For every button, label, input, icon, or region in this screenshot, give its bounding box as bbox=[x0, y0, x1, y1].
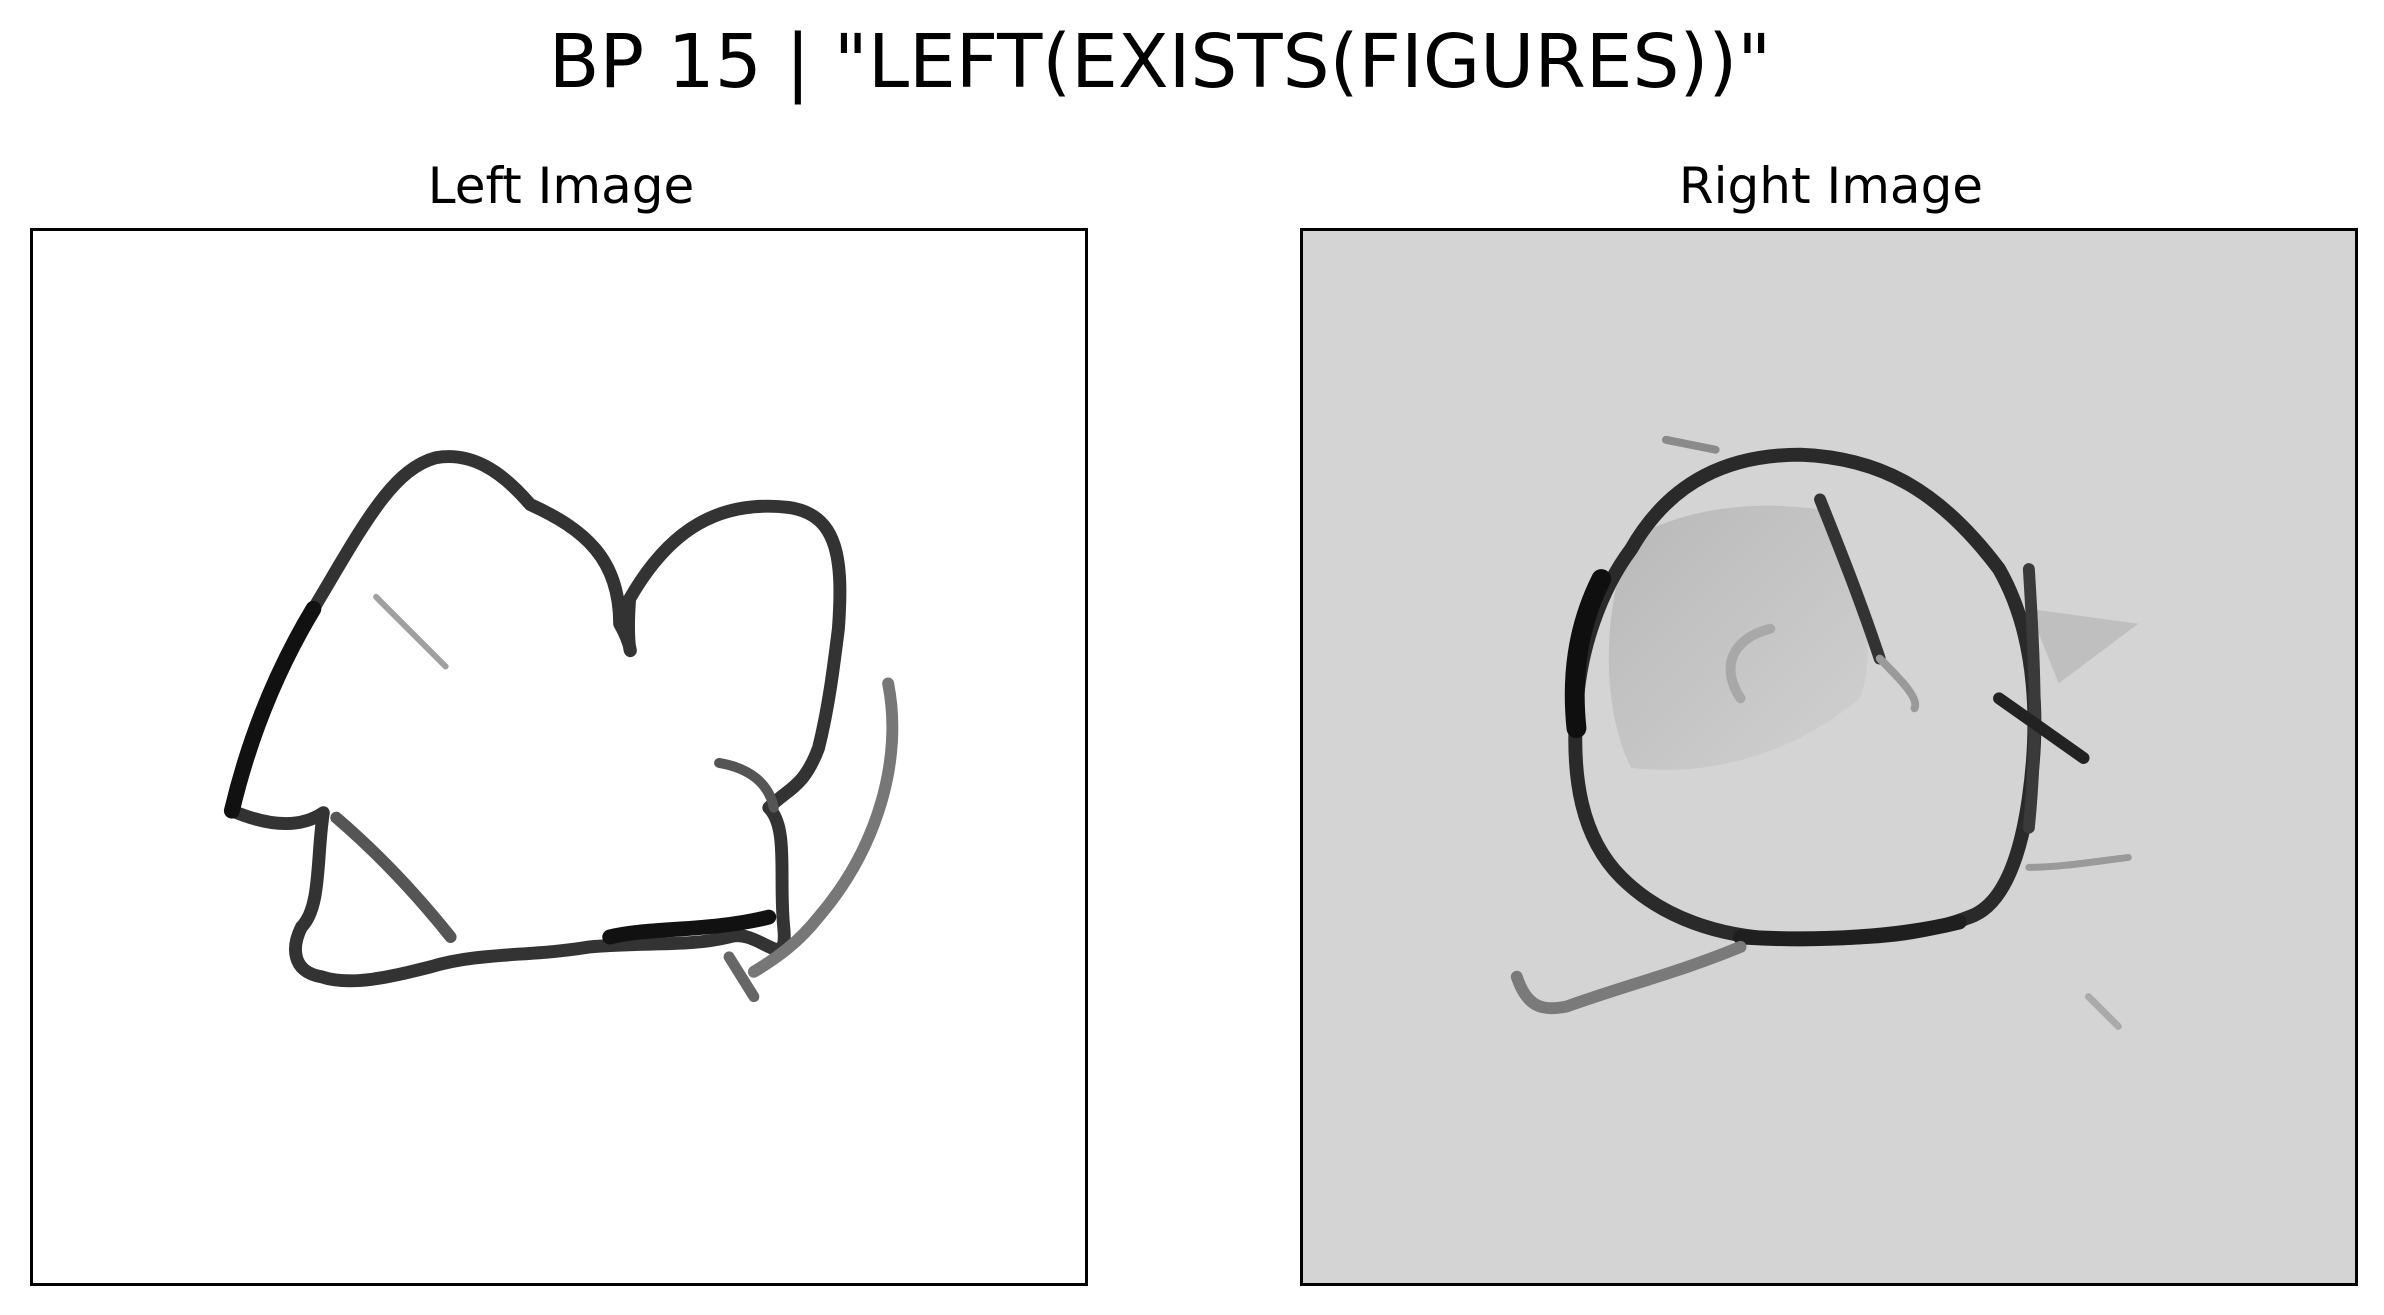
right-tail bbox=[1510, 940, 1747, 1015]
right-shaded-wedge bbox=[2028, 608, 2139, 684]
right-vertical-stroke bbox=[2022, 563, 2041, 834]
right-ring-outline bbox=[1568, 447, 2042, 946]
right-panel-title: Right Image bbox=[1678, 157, 1984, 215]
left-inner-diagonal bbox=[330, 811, 457, 943]
left-interior-stroke bbox=[373, 593, 449, 670]
left-outer-arc bbox=[747, 677, 899, 978]
right-top-stray bbox=[1661, 435, 1720, 454]
figure-title: BP 15 | "LEFT(EXISTS(FIGURES))" bbox=[548, 19, 1772, 105]
right-image-sketch bbox=[1510, 435, 2139, 1030]
left-figure-outline bbox=[225, 450, 847, 988]
left-image-sketch bbox=[223, 450, 899, 1003]
right-inner-curve bbox=[1814, 493, 1886, 665]
right-bottom-stray bbox=[2085, 993, 2122, 1030]
right-hook bbox=[1875, 654, 1920, 713]
right-image-panel bbox=[1300, 228, 2358, 1286]
left-panel-title: Left Image bbox=[427, 157, 695, 215]
right-small-arc bbox=[1725, 623, 1776, 704]
right-right-stray bbox=[2025, 853, 2132, 871]
left-image-panel bbox=[30, 228, 1088, 1286]
left-bottom-tick bbox=[723, 951, 760, 1003]
right-cross-stroke bbox=[1993, 692, 2090, 764]
right-shaded-region bbox=[1608, 505, 1868, 770]
